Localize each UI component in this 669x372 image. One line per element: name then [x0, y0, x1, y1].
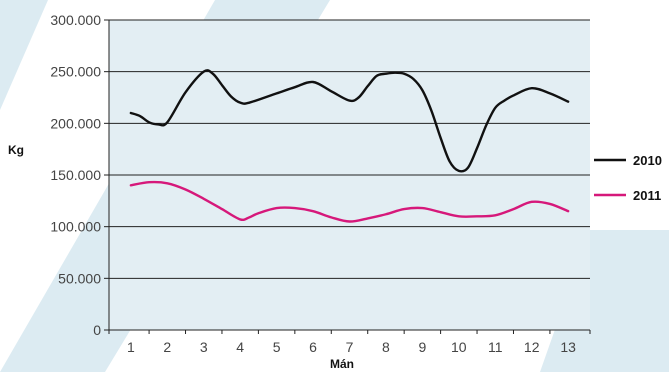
x-tick-label: 6: [309, 339, 317, 355]
x-tick-label: 3: [200, 339, 208, 355]
x-tick-label: 5: [273, 339, 281, 355]
x-tick-label: 10: [451, 339, 467, 355]
y-tick-label: 150.000: [50, 167, 101, 183]
legend-label-2010: 2010: [633, 153, 662, 168]
background-stripe: [540, 230, 669, 372]
y-tick-label: 50.000: [58, 270, 101, 286]
x-tick-label: 1: [127, 339, 135, 355]
x-tick-label: 11: [488, 339, 503, 355]
x-axis: 1 2 3 4 5 6 7 8 9 10 11 12 13: [108, 329, 591, 355]
x-tick-label: 7: [346, 339, 354, 355]
y-axis: 0 50.000 100.000 150.000 200.000 250.000 300.0…: [50, 12, 110, 338]
y-tick-label: 300.000: [50, 12, 101, 28]
legend: 2010 2011: [594, 153, 662, 203]
gridlines: [109, 19, 590, 279]
x-tick-label: 13: [560, 339, 576, 355]
x-tick-label: 4: [236, 339, 244, 355]
y-axis-title: Kg: [8, 143, 24, 157]
x-axis-title: Mán: [330, 357, 354, 371]
x-tick-label: 8: [382, 339, 390, 355]
y-tick-label: 0: [93, 322, 101, 338]
background-stripe: [0, 0, 48, 110]
y-tick-label: 250.000: [50, 64, 101, 80]
x-tick-label: 9: [418, 339, 426, 355]
x-tick-label: 12: [524, 339, 540, 355]
series-line-2011: [129, 180, 570, 223]
series-layer: [129, 69, 570, 223]
series-line-2010: [129, 69, 570, 173]
legend-label-2011: 2011: [633, 188, 661, 203]
y-tick-label: 200.000: [50, 115, 101, 131]
x-tick-label: 2: [163, 339, 171, 355]
y-tick-label: 100.000: [50, 219, 101, 235]
